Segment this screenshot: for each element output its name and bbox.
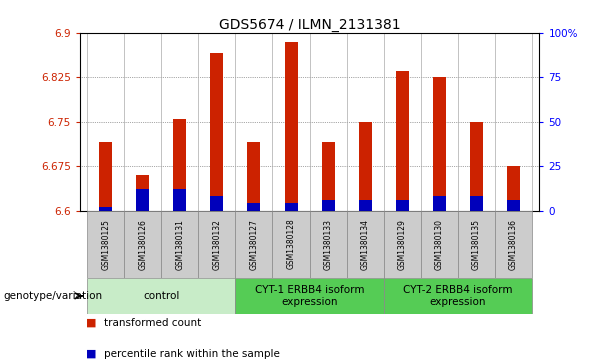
Bar (396, 71, 409, 211)
Bar (507, 166, 520, 211)
Text: transformed count: transformed count (104, 318, 202, 328)
Bar (87, 211, 124, 278)
Bar (346, 211, 384, 278)
Bar (359, 122, 371, 211)
Text: GSM1380134: GSM1380134 (360, 219, 370, 270)
Bar (136, 189, 149, 211)
Bar (199, 211, 235, 278)
Text: CYT-2 ERBB4 isoform
expression: CYT-2 ERBB4 isoform expression (403, 285, 512, 307)
Text: genotype/variation: genotype/variation (3, 291, 102, 301)
Text: GSM1380127: GSM1380127 (249, 219, 259, 270)
Text: GSM1380135: GSM1380135 (472, 219, 481, 270)
Bar (210, 53, 223, 211)
Text: GSM1380132: GSM1380132 (212, 219, 221, 270)
Bar (173, 189, 186, 211)
Bar (322, 200, 335, 211)
Bar (99, 207, 112, 211)
Bar (495, 211, 532, 278)
Text: ■: ■ (86, 318, 96, 328)
Bar (248, 142, 261, 211)
Bar (87, 278, 235, 314)
Bar (470, 196, 483, 211)
Bar (210, 196, 223, 211)
Text: GSM1380129: GSM1380129 (398, 219, 407, 270)
Text: GSM1380128: GSM1380128 (286, 219, 295, 269)
Text: GSM1380125: GSM1380125 (101, 219, 110, 270)
Text: GSM1380133: GSM1380133 (324, 219, 333, 270)
Text: ■: ■ (86, 349, 96, 359)
Bar (470, 122, 483, 211)
Bar (507, 200, 520, 211)
Bar (421, 211, 458, 278)
Bar (284, 203, 297, 211)
Bar (384, 278, 532, 314)
Bar (273, 211, 310, 278)
Title: GDS5674 / ILMN_2131381: GDS5674 / ILMN_2131381 (219, 18, 400, 32)
Text: GSM1380130: GSM1380130 (435, 219, 444, 270)
Text: GSM1380131: GSM1380131 (175, 219, 185, 270)
Bar (248, 203, 261, 211)
Text: control: control (143, 291, 180, 301)
Bar (99, 142, 112, 211)
Text: GSM1380136: GSM1380136 (509, 219, 518, 270)
Bar (433, 196, 446, 211)
Bar (359, 200, 371, 211)
Bar (173, 119, 186, 211)
Bar (396, 200, 409, 211)
Bar (458, 211, 495, 278)
Text: percentile rank within the sample: percentile rank within the sample (104, 349, 280, 359)
Bar (384, 211, 421, 278)
Text: GSM1380126: GSM1380126 (138, 219, 147, 270)
Bar (284, 42, 297, 211)
Bar (136, 175, 149, 211)
Bar (124, 211, 161, 278)
Bar (433, 77, 446, 211)
Bar (322, 142, 335, 211)
Bar (235, 211, 273, 278)
Bar (235, 278, 384, 314)
Text: CYT-1 ERBB4 isoform
expression: CYT-1 ERBB4 isoform expression (255, 285, 364, 307)
Bar (310, 211, 346, 278)
Bar (161, 211, 199, 278)
